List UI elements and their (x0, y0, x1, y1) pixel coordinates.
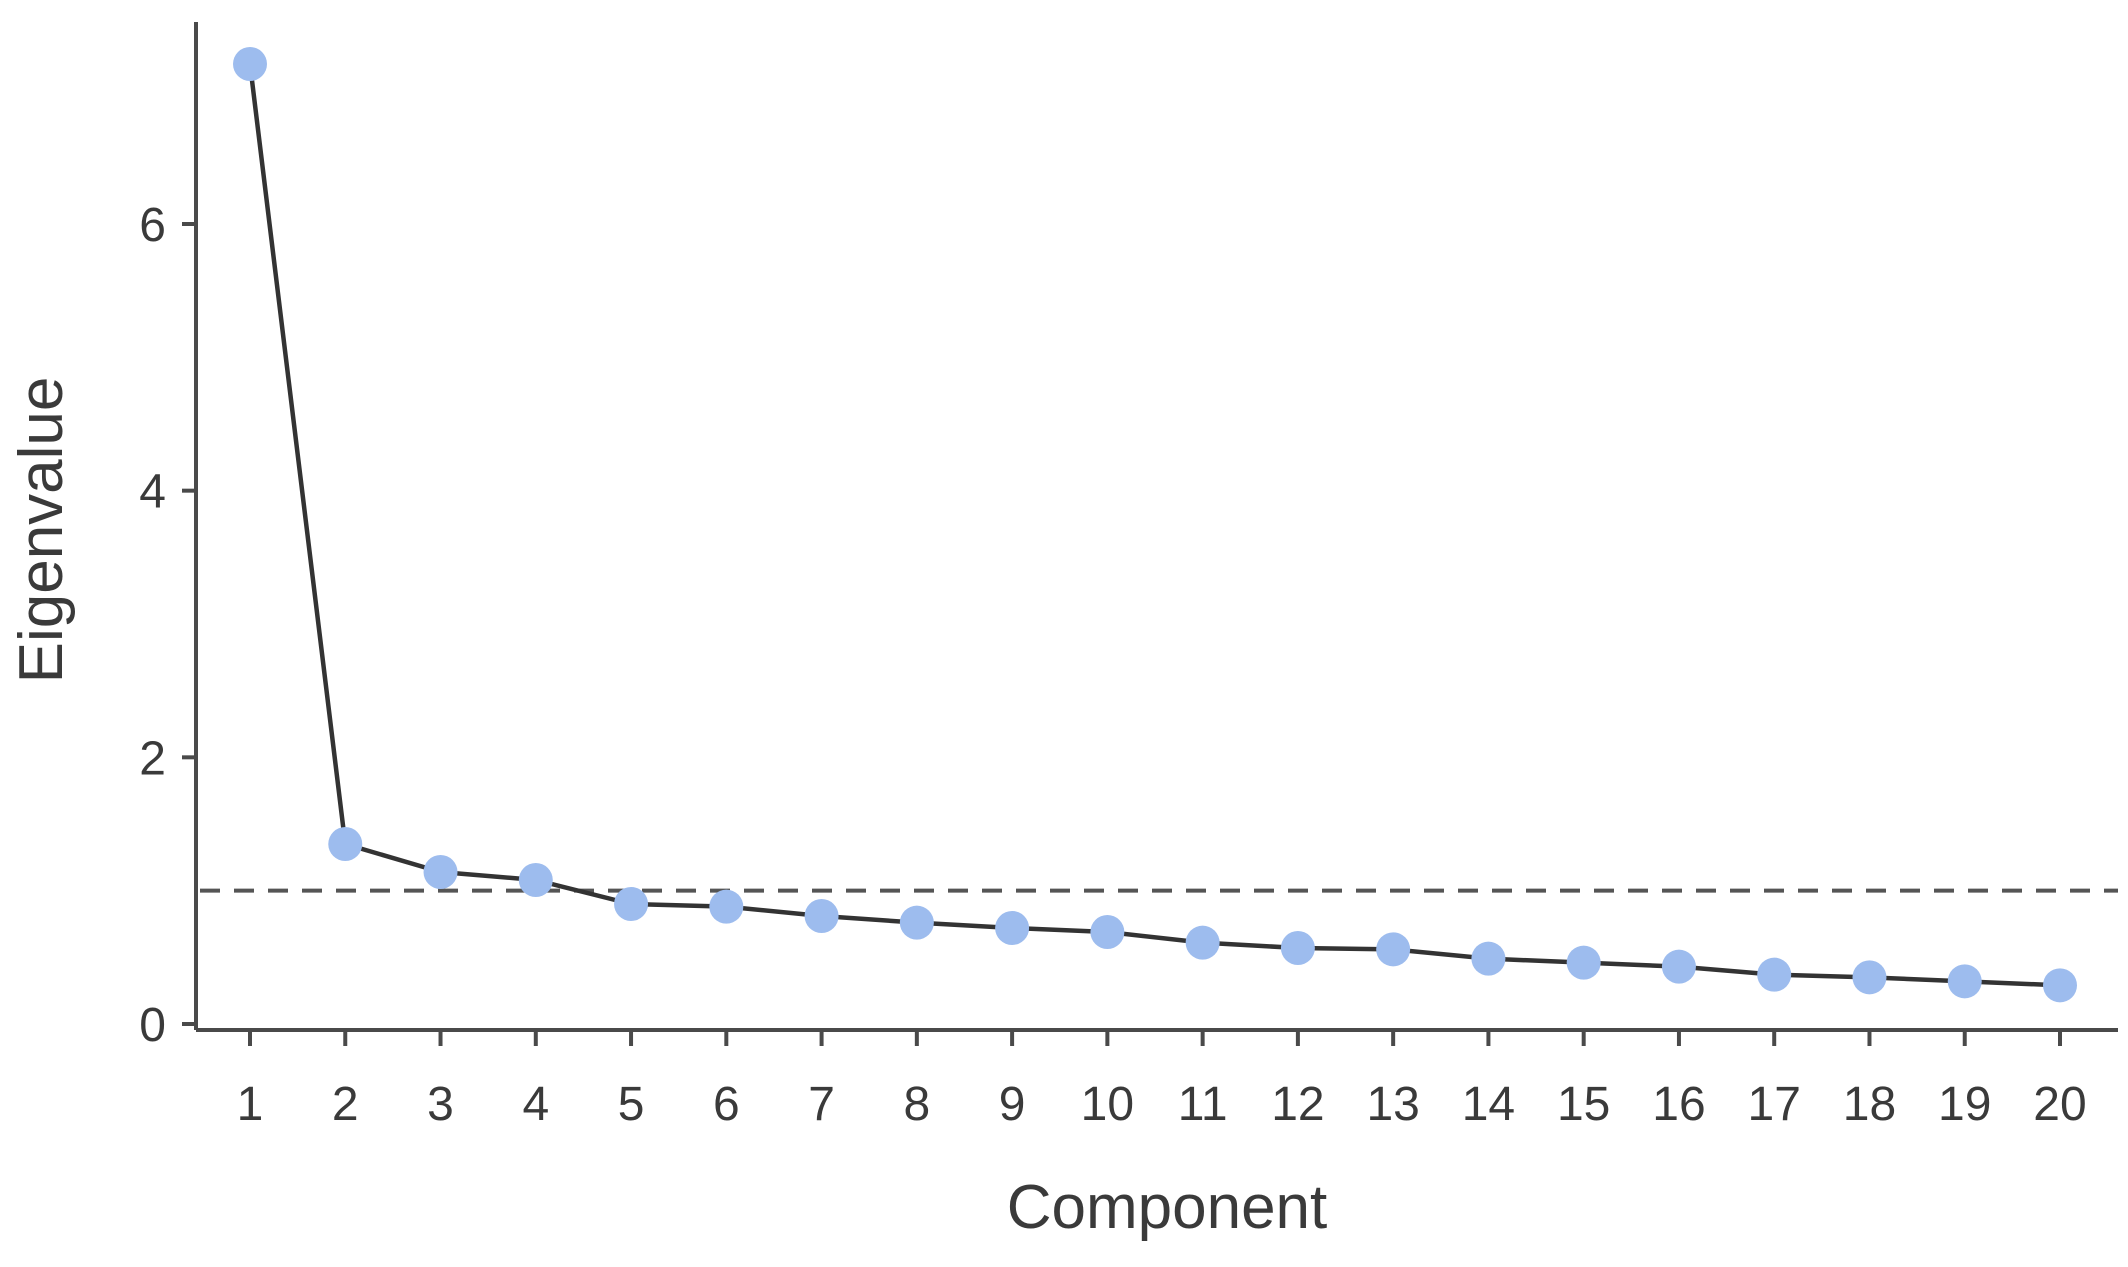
data-point (1757, 957, 1792, 992)
data-point (1090, 915, 1125, 949)
y-tick-label: 0 (139, 999, 166, 1052)
data-point (1566, 945, 1601, 980)
x-tick-label: 18 (1843, 1078, 1896, 1131)
x-axis-title: Component (1007, 1173, 1328, 1242)
x-tick-label: 13 (1366, 1078, 1419, 1131)
x-tick-label: 10 (1081, 1078, 1134, 1131)
series-line (247, 63, 2061, 988)
data-point (233, 47, 267, 81)
x-tick-label: 9 (999, 1078, 1026, 1131)
x-tick-label: 11 (1178, 1078, 1228, 1131)
series-group (233, 47, 2077, 1003)
x-tick-label: 2 (332, 1078, 359, 1131)
x-tick-label: 20 (2033, 1078, 2086, 1131)
data-point (995, 911, 1030, 945)
data-point (899, 905, 934, 940)
x-tick-label: 14 (1462, 1078, 1515, 1131)
x-tick-label: 7 (808, 1078, 835, 1131)
data-point (709, 889, 744, 924)
data-point (614, 887, 649, 921)
data-point (328, 827, 363, 861)
x-tick-label: 4 (522, 1078, 549, 1131)
y-tick-label: 6 (139, 199, 166, 252)
x-tick-label: 8 (903, 1078, 930, 1131)
y-tick-label: 2 (139, 732, 166, 785)
data-point (1280, 931, 1315, 965)
data-point (423, 855, 458, 889)
data-point (1471, 941, 1506, 976)
data-point (1376, 932, 1411, 967)
axes (182, 22, 2118, 1046)
x-tick-label: 19 (1938, 1078, 1991, 1131)
x-tick-label: 6 (713, 1078, 740, 1131)
x-tick-label: 1 (237, 1078, 264, 1131)
y-axis-title: Eigenvalue (7, 377, 76, 684)
x-tick-label: 12 (1271, 1078, 1324, 1131)
data-point (1185, 925, 1220, 960)
x-tick-label: 15 (1557, 1078, 1610, 1131)
x-tick-label: 17 (1748, 1078, 1801, 1131)
data-point (518, 863, 553, 897)
data-point (804, 899, 839, 933)
x-tick-label: 16 (1652, 1078, 1705, 1131)
data-point (1852, 960, 1887, 995)
y-tick-label: 4 (139, 466, 166, 519)
x-tick-label: 5 (618, 1078, 645, 1131)
x-tick-label: 3 (427, 1078, 454, 1131)
data-point (1947, 964, 1982, 999)
data-point (1661, 949, 1696, 984)
data-point (2043, 968, 2077, 1003)
